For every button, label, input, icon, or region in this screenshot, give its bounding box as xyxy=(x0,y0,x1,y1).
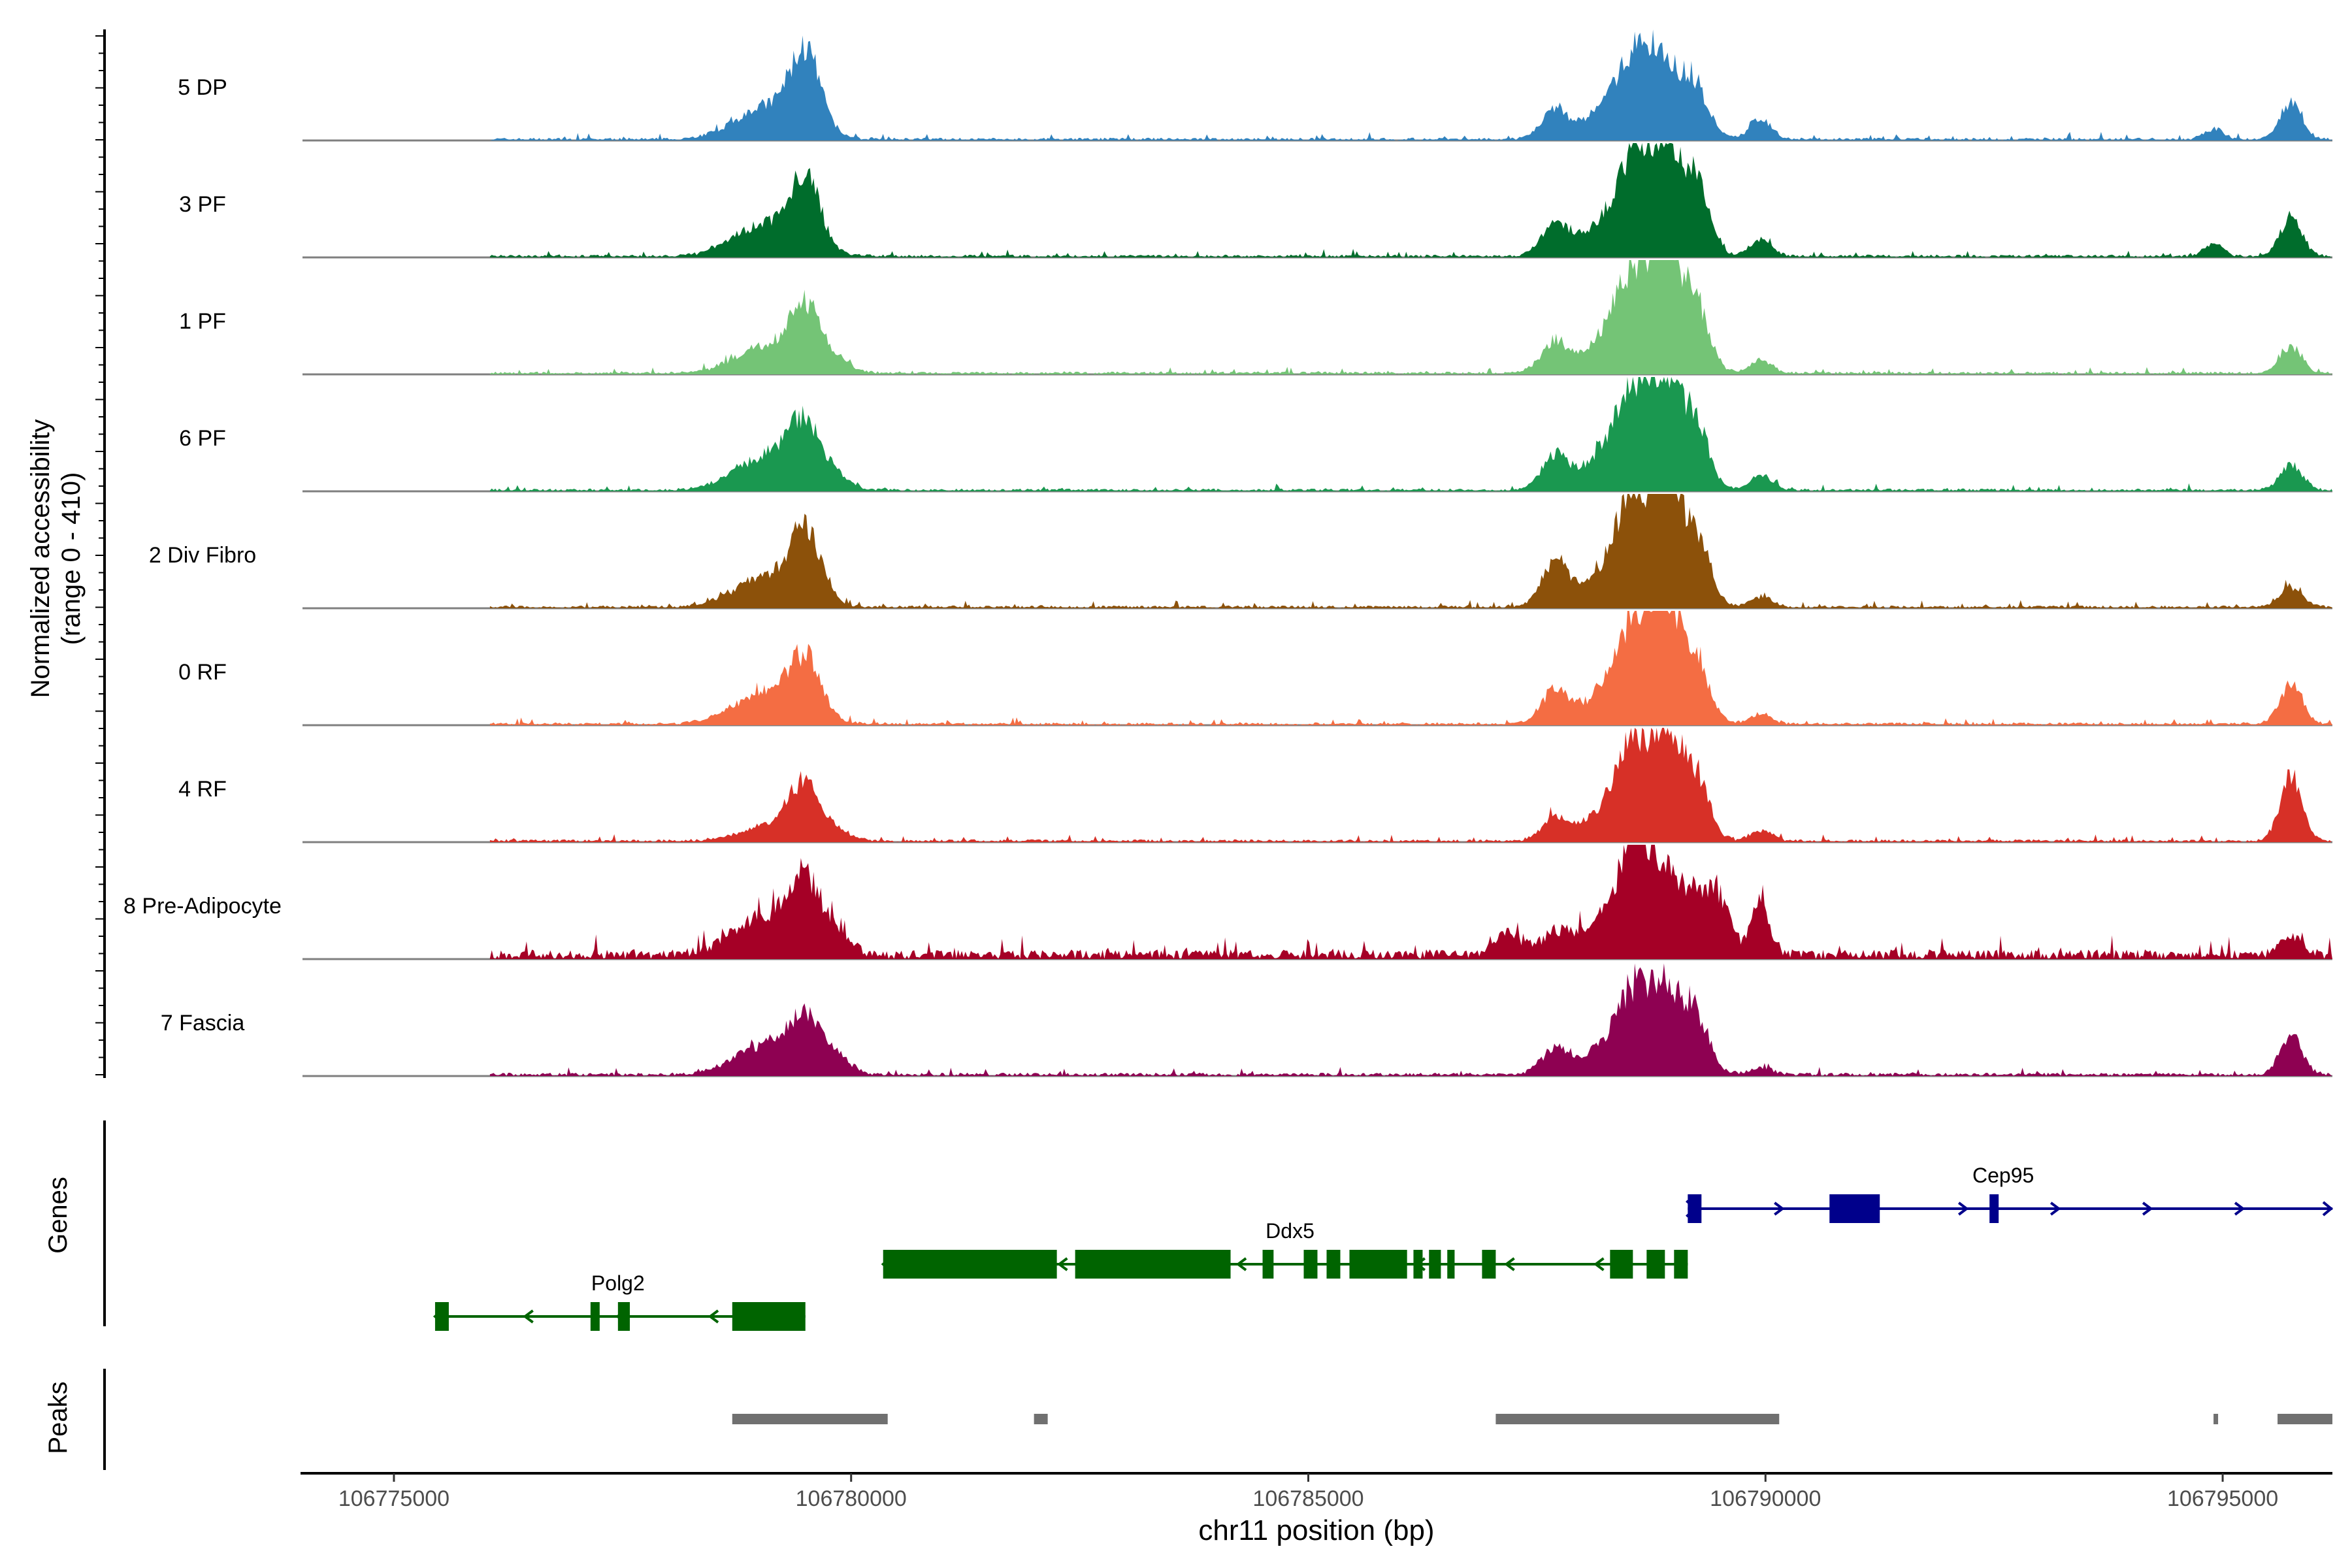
y-axis-label-line2: (range 0 - 410) xyxy=(57,472,86,645)
gene-exon xyxy=(1326,1250,1341,1279)
gene-polg2: Polg2 xyxy=(433,1271,806,1331)
gene-exon xyxy=(883,1250,1057,1279)
gene-exon xyxy=(1688,1194,1702,1223)
track-label: 7 Fascia xyxy=(161,1011,245,1036)
track-0-rf: 0 RF xyxy=(178,611,2333,727)
peak-region xyxy=(732,1414,888,1424)
peaks-track-label: Peaks xyxy=(44,1381,73,1454)
gene-exon xyxy=(1829,1194,1880,1223)
track-label: 2 Div Fibro xyxy=(149,543,256,568)
strand-arrow xyxy=(1235,1257,1247,1271)
track-5-dp: 5 DP xyxy=(178,29,2333,142)
strand-arrow xyxy=(2322,1201,2334,1217)
strand-arrow xyxy=(1057,1257,1068,1271)
gene-exon xyxy=(590,1302,600,1331)
peak-region xyxy=(1495,1414,1780,1424)
track-label: 5 DP xyxy=(178,75,227,100)
gene-exon xyxy=(1482,1250,1496,1279)
coverage-y-ticks xyxy=(95,35,105,1075)
x-tick-label: 106795000 xyxy=(2167,1486,2278,1511)
track-3-pf: 3 PF xyxy=(179,143,2333,259)
gene-exon xyxy=(1075,1250,1231,1279)
strand-arrow xyxy=(1957,1201,1969,1216)
gene-label: Cep95 xyxy=(1972,1164,2034,1187)
strand-arrow xyxy=(1504,1257,1515,1271)
track-4-rf: 4 RF xyxy=(178,728,2333,843)
gene-exon xyxy=(1262,1250,1274,1279)
strand-arrow xyxy=(2142,1201,2153,1216)
gene-exon xyxy=(1413,1250,1423,1279)
gene-exon xyxy=(434,1302,449,1331)
strand-arrow xyxy=(708,1309,719,1324)
gene-exon xyxy=(732,1302,806,1331)
gene-exon xyxy=(1447,1250,1455,1279)
gene-exon xyxy=(1989,1194,1999,1223)
track-1-pf: 1 PF xyxy=(179,260,2333,376)
gene-exon xyxy=(1610,1250,1633,1279)
track-6-pf: 6 PF xyxy=(179,377,2333,493)
track-label: 6 PF xyxy=(179,426,226,451)
gene-label: Ddx5 xyxy=(1266,1219,1315,1243)
gene-label: Polg2 xyxy=(591,1271,645,1295)
gene-track: Cep95 Ddx5 Polg2 xyxy=(433,1164,2334,1331)
track-label: 1 PF xyxy=(179,309,226,334)
x-tick-label: 106775000 xyxy=(338,1486,449,1511)
gene-exon xyxy=(1349,1250,1407,1279)
strand-arrow xyxy=(2050,1201,2061,1216)
gene-ddx5: Ddx5 xyxy=(881,1219,1688,1279)
x-tick-label: 106780000 xyxy=(796,1486,907,1511)
track-2-div-fibro: 2 Div Fibro xyxy=(149,494,2333,610)
track-label: 4 RF xyxy=(178,777,227,802)
peak-region xyxy=(2278,1414,2332,1424)
track-label: 8 Pre-Adipocyte xyxy=(123,894,282,919)
track-label: 0 RF xyxy=(178,660,227,685)
strand-arrow xyxy=(523,1309,534,1324)
strand-arrow xyxy=(1774,1201,1785,1216)
gene-exon xyxy=(1303,1250,1318,1279)
peak-region xyxy=(1034,1414,1048,1424)
x-tick-label: 106785000 xyxy=(1252,1486,1364,1511)
gene-exon xyxy=(1674,1250,1688,1279)
gene-exon xyxy=(617,1302,630,1331)
gene-cep95: Cep95 xyxy=(1686,1164,2334,1223)
strand-arrow xyxy=(2234,1201,2246,1216)
track-8-pre-adipocyte: 8 Pre-Adipocyte xyxy=(123,845,2333,960)
x-tick-label: 106790000 xyxy=(1710,1486,1821,1511)
x-axis: 106775000 106780000 106785000 106790000 1067… xyxy=(338,1473,2278,1511)
track-label: 3 PF xyxy=(179,192,226,217)
gene-exon xyxy=(1429,1250,1441,1279)
genes-track-label: Genes xyxy=(44,1177,73,1254)
peak-region xyxy=(2213,1414,2219,1424)
track-7-fascia: 7 Fascia xyxy=(161,963,2333,1077)
x-axis-label: chr11 position (bp) xyxy=(1198,1514,1434,1546)
coverage-tracks: 5 DP 3 PF 1 PF 6 PF 2 Div Fibro 0 RF 4 RF 8 Pre… xyxy=(123,29,2333,1077)
y-axis-label-line1: Normalized accessibility xyxy=(26,419,55,698)
strand-arrow xyxy=(1593,1257,1605,1271)
gene-exon xyxy=(1646,1250,1665,1279)
peak-track xyxy=(732,1414,2332,1424)
